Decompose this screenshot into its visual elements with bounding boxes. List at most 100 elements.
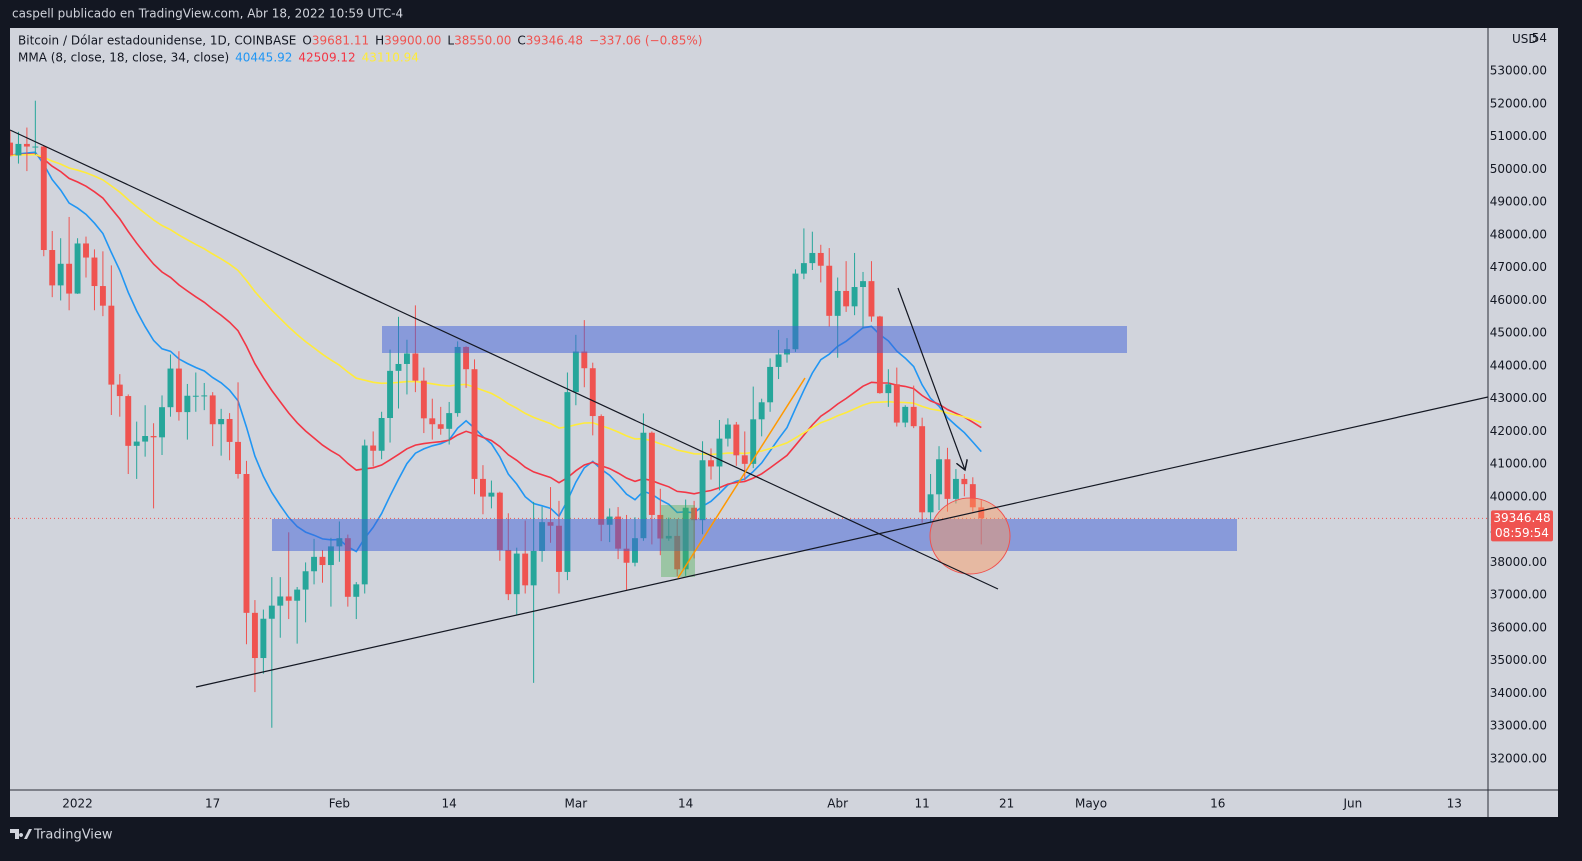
candle-body xyxy=(370,445,377,451)
x-tick-label: Jun xyxy=(1342,797,1362,811)
candle-body xyxy=(209,395,216,425)
x-tick-label: 14 xyxy=(678,797,693,811)
candle-body xyxy=(623,548,630,563)
candle-body xyxy=(91,257,98,287)
last-price-label: 39346.48 xyxy=(1493,511,1550,525)
y-tick-label: 46000.00 xyxy=(1490,293,1547,307)
candle-body xyxy=(581,351,588,369)
candle-body xyxy=(184,395,191,413)
candle-body xyxy=(133,441,140,446)
candle-body xyxy=(437,424,444,429)
candle-body xyxy=(674,535,681,570)
y-tick-label: 53000.00 xyxy=(1490,64,1547,78)
candle-body xyxy=(978,507,985,519)
ohlc-value: 38550.00 xyxy=(454,34,511,48)
candle-body xyxy=(969,484,976,508)
moving-average xyxy=(10,153,982,495)
candle-body xyxy=(429,418,436,425)
candle-body xyxy=(412,353,419,381)
x-tick-label: 21 xyxy=(999,797,1014,811)
countdown: 08:59:54 xyxy=(1495,526,1549,540)
x-tick-label: 14 xyxy=(442,797,457,811)
candle-body xyxy=(775,354,782,367)
candle-body xyxy=(66,263,73,294)
candle-body xyxy=(150,436,157,438)
x-tick-label: Abr xyxy=(827,797,848,811)
drawings xyxy=(10,129,1488,688)
last-price-box xyxy=(1491,510,1553,542)
ohlc-label: C xyxy=(517,34,525,48)
candle-body xyxy=(919,426,926,513)
candle-body xyxy=(851,287,858,307)
legend-title: Bitcoin / Dólar estadounidense, 1D, COIN… xyxy=(18,34,296,48)
candle-body xyxy=(750,419,757,464)
candle-body xyxy=(530,550,537,586)
x-tick-label: 11 xyxy=(914,797,929,811)
candle-body xyxy=(116,384,123,397)
y-tick-label: 47000.00 xyxy=(1490,260,1547,274)
candle-body xyxy=(395,363,402,371)
candle-body xyxy=(10,142,13,156)
candle-body xyxy=(834,290,841,316)
x-tick-label: 13 xyxy=(1447,797,1462,811)
candle-body xyxy=(361,445,368,585)
y-tick-label: 49000.00 xyxy=(1490,195,1547,209)
candle-body xyxy=(319,556,326,566)
candle-body xyxy=(277,596,284,606)
candle-body xyxy=(589,368,596,417)
currency: USD xyxy=(1512,32,1538,46)
candle-body xyxy=(268,605,275,619)
candle-body xyxy=(446,413,453,429)
footer xyxy=(0,817,1582,861)
candle-body xyxy=(285,596,292,601)
candle-body xyxy=(302,571,309,590)
candle-body xyxy=(159,407,165,438)
candle-body xyxy=(733,424,740,456)
x-tick-label: Feb xyxy=(329,797,350,811)
candle-body xyxy=(927,494,934,513)
highlight-box xyxy=(661,505,695,577)
legend: Bitcoin / Dólar estadounidense, 1D, COIN… xyxy=(18,34,702,65)
indicator-value: 43110.94 xyxy=(362,51,419,65)
y-tick-label: 51000.00 xyxy=(1490,129,1547,143)
candle-body xyxy=(876,316,883,394)
candle-body xyxy=(251,612,258,659)
candle-body xyxy=(74,243,81,294)
candle-body xyxy=(961,478,968,485)
ohlc-label: H xyxy=(375,34,384,48)
candle-body xyxy=(758,402,765,420)
support-zone xyxy=(272,519,1237,551)
axes: 32000.00 33000.00 34000.00 35000.00 36000.00… xyxy=(62,31,1553,811)
y-tick-label: 35000.00 xyxy=(1490,653,1547,667)
y-tick-label: 40000.00 xyxy=(1490,489,1547,503)
candle-body xyxy=(387,370,394,419)
candle-body xyxy=(640,432,647,539)
candle-body xyxy=(691,507,698,521)
candle-body xyxy=(327,546,334,566)
x-tick-label: 16 xyxy=(1210,797,1225,811)
y-tick-label: 37000.00 xyxy=(1490,588,1547,602)
candle-body xyxy=(243,474,250,613)
candle-body xyxy=(403,353,410,364)
candle-body xyxy=(226,418,233,442)
y-tick-label: 44000.00 xyxy=(1490,358,1547,372)
indicator-value: 42509.12 xyxy=(298,51,355,65)
candle-body xyxy=(741,455,748,464)
candle-body xyxy=(708,460,714,467)
logo-icon xyxy=(10,829,32,839)
candle-body xyxy=(235,441,241,475)
candle-body xyxy=(505,549,512,595)
arrow xyxy=(897,287,965,470)
moving-average xyxy=(10,153,982,456)
candle-body xyxy=(49,250,56,286)
candle-body xyxy=(23,143,30,147)
candle-body xyxy=(513,553,520,595)
chart-area xyxy=(10,28,1558,817)
candle-body xyxy=(167,368,174,408)
candle-body xyxy=(885,384,892,394)
candle-body xyxy=(142,436,149,442)
candle-body xyxy=(378,418,385,451)
y-tick-label: 33000.00 xyxy=(1490,719,1547,733)
candle-body xyxy=(471,369,478,479)
